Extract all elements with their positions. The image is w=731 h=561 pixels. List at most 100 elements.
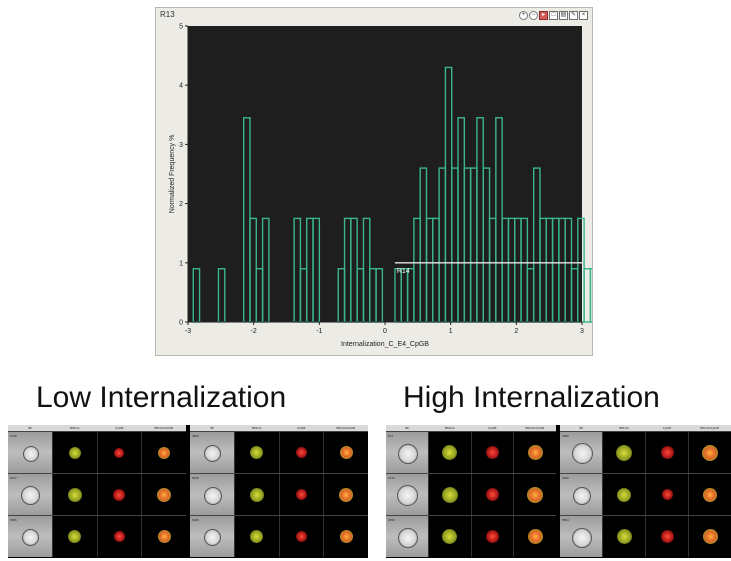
region-tool-icon[interactable]: ▤ [559,11,568,20]
brightfield-cell-image [22,529,40,546]
stained-cell-image [660,446,674,459]
overlay-channel-cell [688,516,731,557]
close-icon[interactable]: × [579,11,588,20]
y-tick-label: 4 [179,83,183,90]
histogram-bin [589,268,592,323]
b51ca-channel-cell [602,432,645,473]
cpgb-channel-cell [470,474,514,515]
x-tick-label: 3 [580,328,584,335]
object-id: 2950 [388,518,395,522]
brightfield-cell: 1570 [386,474,428,515]
gallery-row[interactable]: 6106 [190,515,368,557]
channel-label: B51CA/CpGB [525,426,544,430]
channel-label: B51CA [619,426,629,430]
brightfield-cell: 5504 [560,516,602,557]
stained-cell-image [442,529,458,544]
cpgb-channel-cell [645,516,688,557]
gallery-row[interactable]: 5504 [560,515,731,557]
stained-cell-image [442,445,458,460]
stained-cell-image [68,446,81,459]
b51ca-channel-cell [233,432,279,473]
brightfield-cell-image [397,485,419,506]
stained-cell-image [295,447,307,458]
stained-cell-image [527,529,543,544]
stained-cell-image [527,445,543,460]
stained-cell-image [703,487,717,502]
brightfield-cell-image [204,445,222,462]
cpgb-channel-cell [96,432,142,473]
channel-label: BF [28,426,33,430]
cpgb-channel-cell [470,516,514,557]
brightfield-cell-image [572,527,592,548]
overlay-channel-cell [323,432,368,473]
stained-cell-image [702,444,718,461]
brightfield-cell: 4823 [190,432,234,473]
channel-label: BF [405,426,410,430]
channel-label: CpGB [488,426,497,430]
gallery-row[interactable]: 2950 [386,515,556,557]
object-id: 4090 [562,476,569,480]
b51ca-channel-cell [427,516,471,557]
b51ca-channel-cell [233,516,279,557]
x-tick-label: -1 [316,328,322,335]
stained-cell-image [441,486,458,503]
histogram-chart: R14 -3 -2 -1 0 1 2 3 0 1 2 3 4 5 Internalization_C_E4… [169,24,592,348]
overlay-channel-cell [513,474,556,515]
cpgb-channel-cell [645,432,688,473]
channel-label: CpGB [115,426,124,430]
stained-cell-image [617,487,631,502]
cpgb-channel-cell [96,516,142,557]
gallery-row[interactable]: 871 [386,431,556,473]
y-tick-label: 2 [179,201,183,208]
gallery-row[interactable]: 3006 [8,515,186,557]
x-tick-label: 0 [383,328,387,335]
gallery-row[interactable]: 2017 [8,473,186,515]
gallery-column-header: BF B51CA CpGB B51CA/CpGB [386,425,556,431]
stained-cell-image [250,446,264,459]
x-tick-label: -3 [185,328,191,335]
stained-cell-image [113,531,125,542]
stained-cell-image [485,488,499,501]
edit-tool-icon[interactable]: ✎ [569,11,578,20]
stained-cell-image [113,488,126,501]
stained-cell-image [527,486,544,503]
gallery-row[interactable]: 1018 [8,431,186,473]
gallery-row[interactable]: 5008 [190,473,368,515]
select-tool-icon[interactable]: ▸ [539,11,548,20]
b51ca-channel-cell [602,474,645,515]
brightfield-cell-image [204,529,222,546]
channel-label: B51CA/CpGB [700,426,719,430]
b51ca-channel-cell [427,432,471,473]
stained-cell-image [68,530,82,543]
brightfield-cell-image [203,486,222,505]
x-tick-label: 2 [514,328,518,335]
zoom-in-icon[interactable]: + [519,11,528,20]
histogram-window: R14 -3 -2 -1 0 1 2 3 0 1 2 3 4 5 Internalization_C_E4… [155,7,593,356]
stained-cell-image [702,529,718,544]
channel-label: B51CA/CpGB [154,426,173,430]
stained-cell-image [250,530,264,543]
brightfield-cell-image [397,527,418,548]
stained-cell-image [661,489,673,500]
gate-tool-icon[interactable]: □ [549,11,558,20]
brightfield-cell: 3006 [8,516,52,557]
stained-cell-image [485,530,499,543]
gallery-row[interactable]: 4823 [190,431,368,473]
stained-cell-image [295,489,307,500]
plot-area[interactable] [188,26,582,322]
brightfield-cell: 871 [386,432,428,473]
gallery-row[interactable]: 4090 [560,473,731,515]
plot-toolbar: + − ▸ □ ▤ ✎ × [519,11,588,20]
stained-cell-image [114,447,125,458]
gallery-column-header: BF B51CA CpGB B51CA/CpGB [8,425,186,431]
y-tick-label: 3 [179,142,183,149]
gallery-row[interactable]: 1570 [386,473,556,515]
brightfield-cell-image [397,443,418,464]
object-id: 5504 [562,518,569,522]
gallery-row[interactable]: 3186 [560,431,731,473]
b51ca-channel-cell [51,516,97,557]
stained-cell-image [249,487,264,502]
gallery-column-header: BF B51CA CpGB B51CA/CpGB [560,425,731,431]
zoom-out-icon[interactable]: − [529,11,538,20]
cpgb-channel-cell [278,516,324,557]
